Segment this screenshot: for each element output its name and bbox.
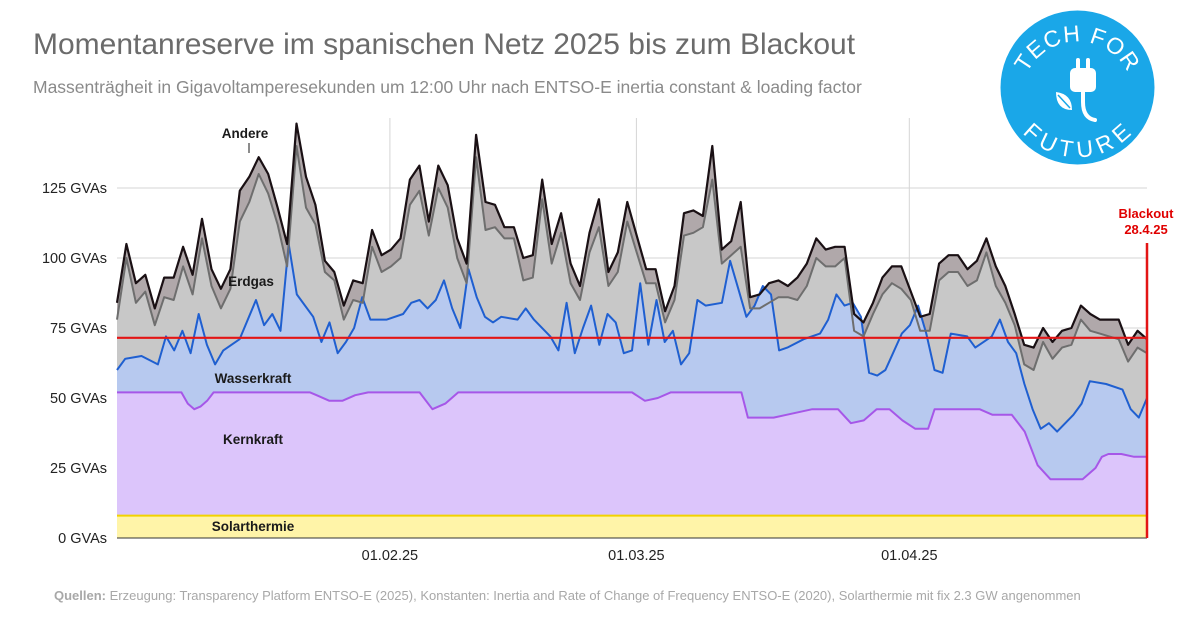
y-tick-label: 125 GVAs (42, 181, 107, 197)
chart-subtitle: Massenträgheit in Gigavoltamperesekunden… (33, 77, 862, 97)
source-label: Quellen: (54, 588, 107, 603)
x-tick-label: 01.02.25 (362, 548, 418, 564)
line-andere (115, 122, 1148, 349)
blackout-date: 28.4.25 (1124, 222, 1167, 237)
y-tick-label: 50 GVAs (50, 391, 107, 407)
line-erdgas (116, 145, 1148, 371)
axis-ticks: 0 GVAs 25 GVAs 50 GVAs 75 GVAs 100 GVAs 125 G… (42, 181, 938, 564)
area-kernkraft (117, 392, 1147, 538)
series-label-andere: Andere (222, 126, 269, 141)
chart-title: Momentanreserve im spanischen Netz 2025 … (33, 28, 856, 61)
plug-icon (1070, 58, 1097, 122)
y-tick-label: 75 GVAs (50, 321, 107, 337)
y-tick-label: 25 GVAs (50, 461, 107, 477)
series-label-erdgas: Erdgas (228, 274, 274, 289)
x-tick-label: 01.04.25 (881, 548, 937, 564)
line-kernkraft (117, 391, 1147, 481)
series-label-solarthermie: Solarthermie (212, 519, 295, 534)
area-series (117, 123, 1147, 538)
y-tick-label: 100 GVAs (42, 251, 107, 267)
source-text: Erzeugung: Transparency Platform ENTSO-E… (106, 588, 1081, 603)
x-tick-label: 01.03.25 (608, 548, 664, 564)
line-wasserkraft (116, 243, 1148, 433)
blackout-label: Blackout (1119, 206, 1175, 221)
series-lines (115, 122, 1148, 539)
source-note: Quellen: Erzeugung: Transparency Platfor… (54, 588, 1081, 603)
area-solarthermie (117, 515, 1147, 538)
y-tick-label: 0 GVAs (58, 531, 107, 547)
series-labels: Andere Erdgas Wasserkraft Kernkraft Solarthe… (212, 126, 295, 534)
series-label-kernkraft: Kernkraft (223, 432, 284, 447)
tech-for-future-logo: TECH FOR FUTURE (1000, 10, 1155, 165)
leaf-icon (1056, 92, 1072, 110)
series-label-wasserkraft: Wasserkraft (215, 371, 292, 386)
